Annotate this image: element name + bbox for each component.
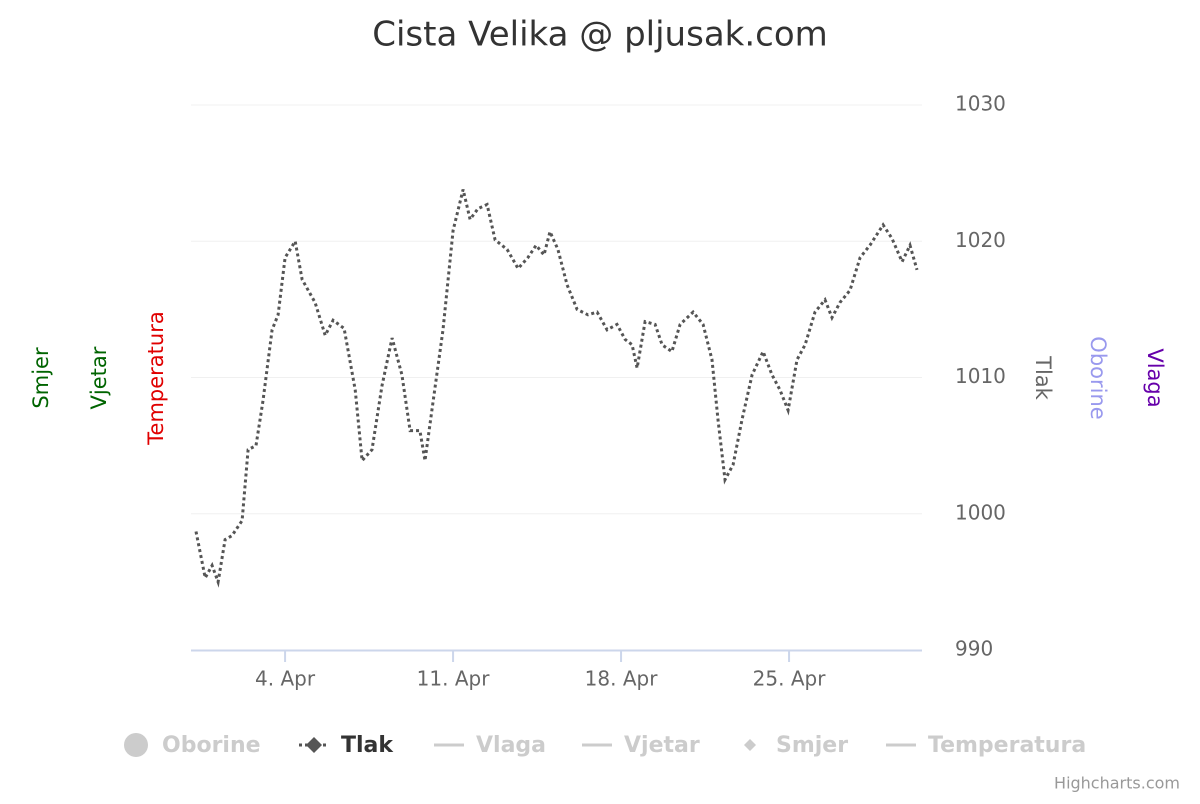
axis-title: Vlaga [1143, 348, 1167, 407]
legend-label[interactable]: Vjetar [624, 733, 700, 758]
y-tick-label: 1030 [955, 92, 1006, 116]
legend-label[interactable]: Tlak [341, 733, 394, 758]
x-tick-label: 25. Apr [753, 667, 827, 691]
legend-symbol[interactable] [124, 733, 148, 757]
axis-title: Vjetar [87, 346, 111, 409]
y-tick-label: 990 [955, 637, 993, 661]
axis-title: Smjer [29, 347, 53, 409]
legend-label[interactable]: Temperatura [928, 733, 1086, 758]
y-tick-label: 1000 [955, 500, 1006, 524]
credits[interactable]: Highcharts.com [1054, 774, 1180, 793]
legend-label[interactable]: Smjer [776, 733, 848, 758]
x-tick-label: 18. Apr [585, 667, 659, 691]
x-tick-label: 4. Apr [255, 667, 316, 691]
y-tick-label: 1020 [955, 228, 1006, 252]
axis-title: Temperatura [144, 311, 168, 445]
legend-label[interactable]: Vlaga [476, 733, 546, 758]
axis-title: Tlak [1031, 355, 1055, 401]
legend-label[interactable]: Oborine [162, 733, 261, 758]
legend-symbol[interactable] [306, 737, 322, 753]
chart-title: Cista Velika @ pljusak.com [372, 15, 828, 55]
axis-title: Oborine [1086, 336, 1110, 419]
y-tick-label: 1010 [955, 364, 1006, 388]
line-series [194, 189, 919, 588]
legend-symbol[interactable] [744, 739, 756, 751]
x-tick-label: 11. Apr [417, 667, 491, 691]
